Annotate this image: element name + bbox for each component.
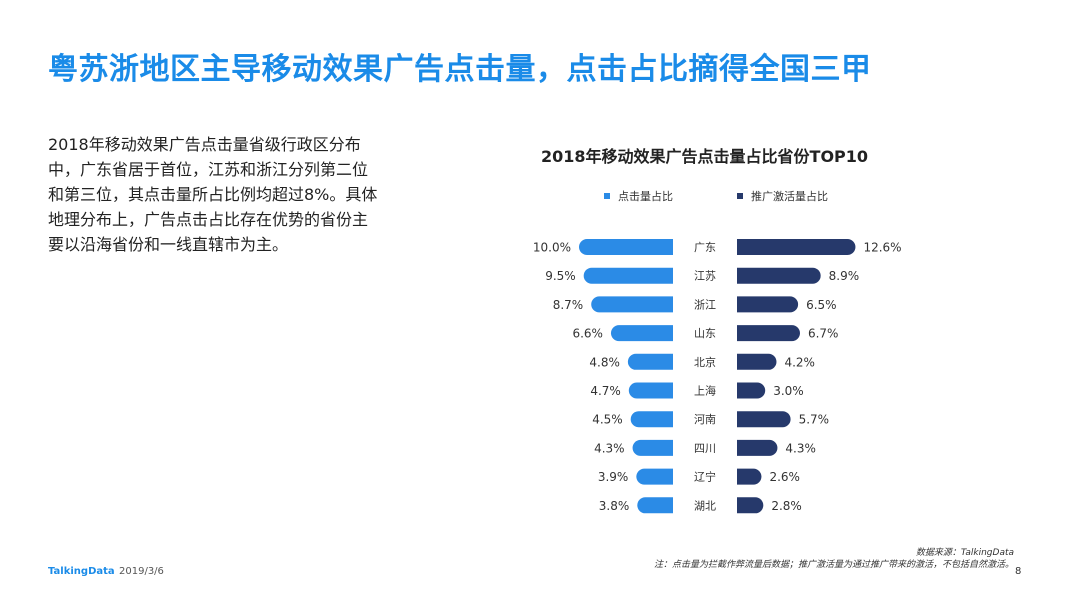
bar-clicks-8 [636, 468, 673, 485]
bar-clicks-9 [637, 497, 673, 514]
category-label-9: 湖北 [694, 499, 716, 512]
label-activations-0: 12.6% [863, 241, 901, 255]
label-activations-8: 2.6% [769, 470, 800, 484]
label-activations-1: 8.9% [829, 269, 860, 283]
label-clicks-5: 4.7% [590, 384, 621, 398]
category-label-8: 辽宁 [694, 470, 716, 484]
category-label-3: 山东 [694, 327, 716, 340]
bar-clicks-1 [583, 267, 673, 284]
label-activations-4: 4.2% [784, 355, 815, 369]
bar-activations-1 [737, 267, 821, 284]
label-activations-6: 5.7% [799, 413, 830, 427]
category-label-4: 北京 [694, 355, 716, 369]
label-clicks-8: 3.9% [598, 470, 629, 484]
bar-activations-6 [737, 411, 791, 428]
label-clicks-2: 8.7% [553, 298, 584, 312]
data-source-note: 数据来源：TalkingData 注：点击量为拦截作弊流量后数据；推广激活量为通… [654, 547, 1014, 571]
label-clicks-9: 3.8% [599, 499, 630, 513]
label-activations-3: 6.7% [808, 327, 839, 341]
footnote-line: 注：点击量为拦截作弊流量后数据；推广激活量为通过推广带来的激活，不包括自然激活。 [653, 560, 1014, 570]
bar-activations-2 [737, 296, 799, 313]
bar-clicks-0 [579, 239, 673, 255]
bar-clicks-5 [628, 382, 673, 399]
legend-item-activations: 推广激活量占比 [737, 188, 828, 204]
label-activations-5: 3.0% [773, 384, 804, 398]
page-title: 粤苏浙地区主导移动效果广告点击量，点击占比摘得全国三甲 [48, 52, 872, 87]
category-label-2: 浙江 [694, 298, 716, 311]
bar-activations-7 [737, 439, 778, 456]
label-clicks-7: 4.3% [594, 441, 625, 455]
chart-title: 2018年移动效果广告点击量占比省份TOP10 [541, 147, 869, 166]
legend-item-clicks: 点击量占比 [604, 188, 673, 204]
label-activations-7: 4.3% [785, 441, 816, 455]
category-label-0: 广东 [694, 241, 716, 254]
bar-activations-8 [737, 468, 762, 485]
bar-clicks-6 [630, 411, 673, 428]
label-clicks-1: 9.5% [545, 269, 576, 283]
label-activations-2: 6.5% [806, 298, 837, 312]
label-clicks-6: 4.5% [592, 413, 623, 427]
page-number: 8 [1015, 566, 1022, 577]
category-label-5: 上海 [694, 384, 716, 398]
category-label-1: 江苏 [694, 270, 716, 283]
label-activations-9: 2.8% [771, 499, 802, 513]
summary-text: 2018年移动效果广告点击量省级行政区分布中，广东省居于首位，江苏和浙江分列第二… [48, 135, 378, 254]
legend-swatch-clicks [604, 193, 610, 199]
bar-clicks-7 [632, 439, 673, 456]
legend-label-activations: 推广激活量占比 [751, 190, 828, 203]
bar-activations-3 [737, 325, 800, 342]
bar-activations-9 [737, 497, 764, 514]
bar-clicks-2 [591, 296, 673, 313]
bar-activations-4 [737, 353, 777, 370]
legend-swatch-activations [737, 193, 743, 199]
talkingdata-logo: TalkingData [48, 566, 115, 577]
legend-label-clicks: 点击量占比 [618, 190, 673, 203]
report-date: 2019/3/6 [119, 566, 164, 577]
bar-clicks-3 [610, 325, 673, 342]
label-clicks-0: 10.0% [533, 241, 571, 255]
category-label-7: 四川 [694, 442, 716, 455]
bar-activations-0 [737, 239, 856, 255]
bar-clicks-4 [627, 353, 673, 370]
label-clicks-3: 6.6% [572, 327, 603, 341]
source-line: 数据来源：TalkingData [915, 548, 1014, 558]
bar-activations-5 [737, 382, 766, 399]
label-clicks-4: 4.8% [589, 355, 620, 369]
category-label-6: 河南 [694, 413, 716, 426]
